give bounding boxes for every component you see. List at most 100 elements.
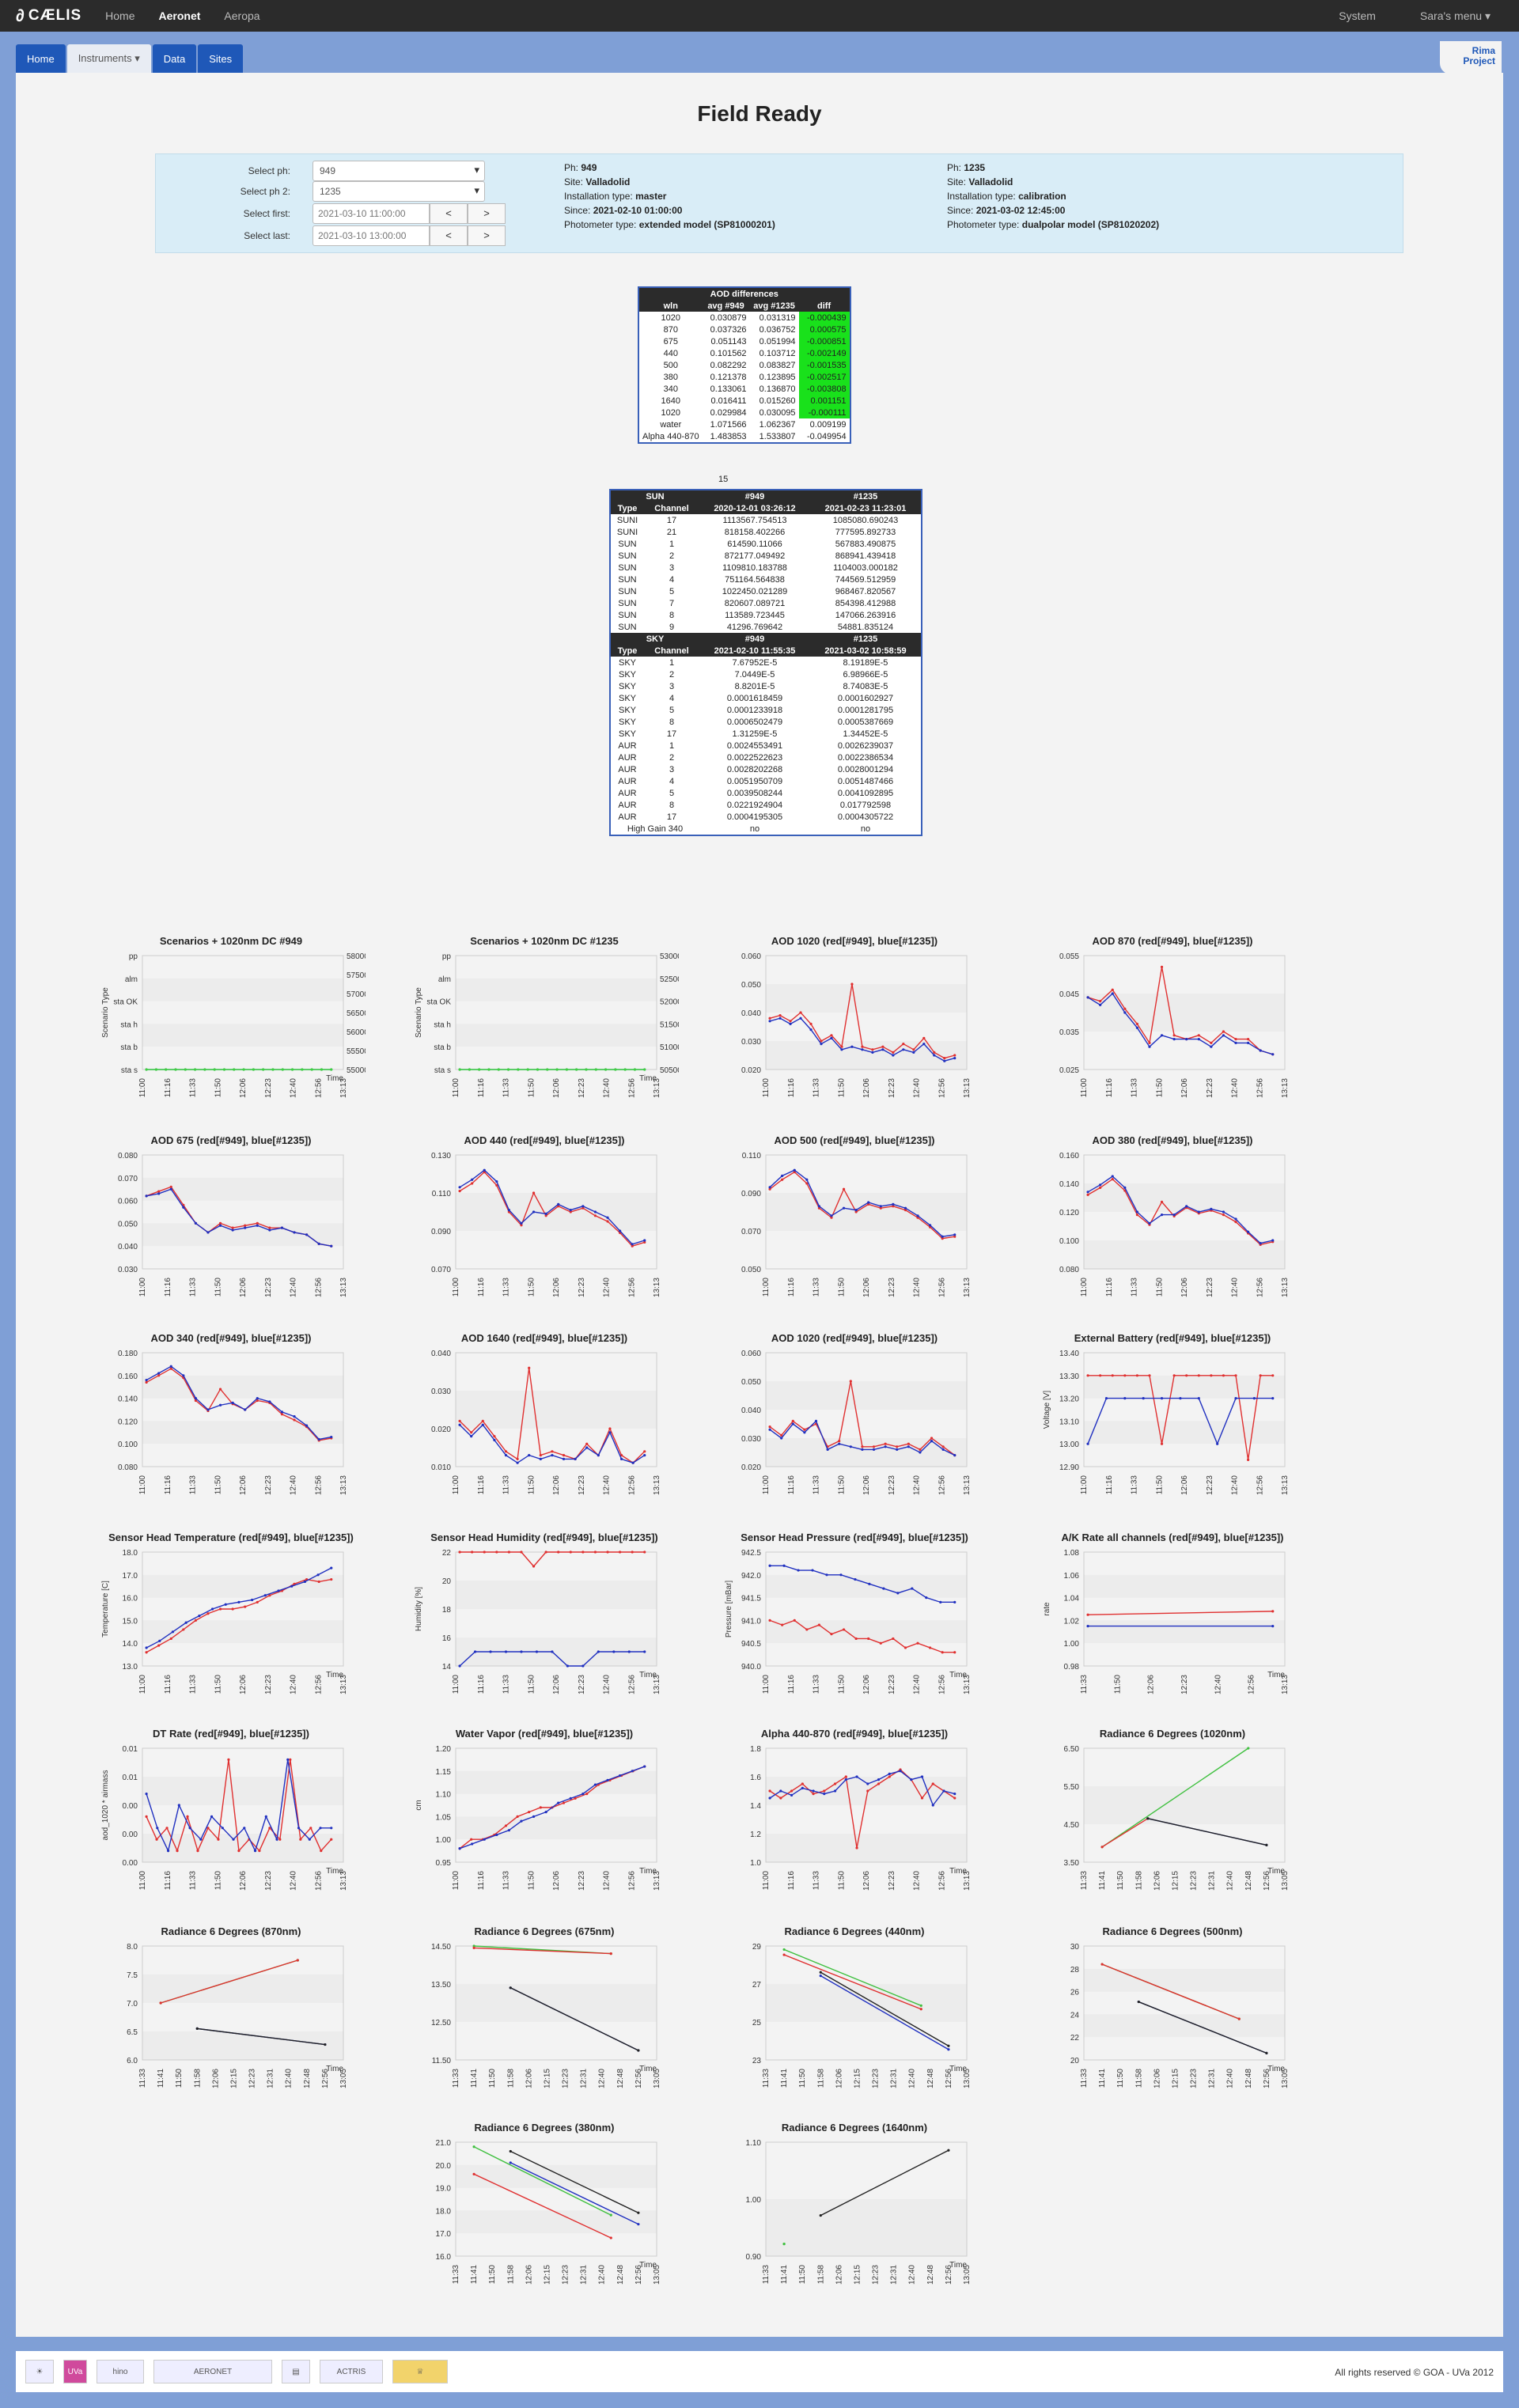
data-point — [929, 1224, 932, 1227]
y-tick-label: 20.0 — [436, 2162, 452, 2171]
data-point — [275, 1838, 278, 1841]
x-tick-label: 12:15 — [543, 2069, 551, 2088]
first-prev-button[interactable]: < — [430, 203, 468, 224]
aeronet-logo[interactable]: AERONET — [153, 2360, 272, 2383]
data-point — [643, 1450, 646, 1453]
table-row: AUR 17 0.0004195305 0.0004305722 — [611, 811, 921, 823]
y-tick-label: 0.060 — [118, 1198, 138, 1206]
table-cell: 17 — [666, 515, 677, 525]
first-next-button[interactable]: > — [468, 203, 506, 224]
tab-instruments[interactable]: Instruments ▾ — [66, 44, 151, 73]
x-axis-label: Time — [949, 1867, 967, 1876]
chart: Sensor Head Temperature (red[#949], blue… — [101, 1532, 354, 1694]
data-point — [169, 1367, 172, 1370]
uva-logo[interactable]: UVa — [63, 2360, 87, 2383]
rima-project-logo[interactable]: Rima Project — [1440, 41, 1502, 74]
chart: External Battery (red[#949], blue[#1235]… — [1043, 1332, 1290, 1495]
x-axis-label: Time — [1267, 2065, 1285, 2073]
nav-aeronet[interactable]: Aeronet — [158, 9, 201, 22]
data-point — [633, 1068, 637, 1071]
data-point — [528, 1366, 531, 1369]
series-line — [146, 1578, 331, 1653]
actris-logo[interactable]: ACTRIS — [320, 2360, 383, 2383]
x-tick-label: 11:00 — [452, 1675, 460, 1694]
data-point — [941, 1448, 945, 1451]
first-date-input[interactable]: 2021-03-10 11:00:00 — [313, 203, 430, 224]
partner-logo-2[interactable]: ▤ — [282, 2360, 310, 2383]
data-point — [866, 1782, 869, 1785]
hino-logo[interactable]: hino — [97, 2360, 144, 2383]
y-tick-label: 940.5 — [741, 1640, 761, 1649]
data-point — [643, 1239, 646, 1242]
ph2-select[interactable]: 1235 — [313, 181, 485, 202]
chart: DT Rate (red[#949], blue[#1235]) 0.01 0.01… — [101, 1728, 348, 1891]
table-cell: 0.0028001294 — [837, 764, 894, 774]
data-point — [819, 1974, 822, 1978]
x-tick-label: 13:13 — [339, 1078, 348, 1098]
data-point — [1111, 988, 1114, 991]
x-tick-label: 12:23 — [578, 1475, 586, 1495]
data-point — [293, 1418, 296, 1422]
y-axis-label: Scenario Type — [101, 987, 110, 1038]
tab-data[interactable]: Data — [152, 44, 197, 73]
data-point — [861, 1445, 864, 1448]
data-point — [879, 1206, 882, 1210]
table-cell: AUR — [618, 740, 637, 751]
table-cell: 870 — [663, 324, 678, 335]
data-point — [790, 1793, 794, 1797]
table-cell: 8 — [669, 610, 675, 620]
data-point — [154, 1068, 157, 1071]
chart-title: Scenarios + 1020nm DC #949 — [160, 935, 302, 947]
nav-system[interactable]: System — [1339, 9, 1376, 22]
data-point — [953, 1233, 956, 1236]
x-tick-label: 12:40 — [290, 1078, 298, 1098]
data-point — [778, 1014, 782, 1017]
data-point — [1247, 1041, 1250, 1044]
partner-logo[interactable]: ☀ — [25, 2360, 54, 2383]
data-point — [1111, 1175, 1114, 1178]
table-cell: 8.8201E-5 — [734, 681, 775, 691]
tab-sites[interactable]: Sites — [198, 44, 244, 73]
y-tick-label: 29 — [752, 1943, 762, 1952]
data-point — [330, 1244, 333, 1248]
data-point — [256, 1600, 259, 1603]
y2-tick-label: 565000 — [347, 1009, 366, 1018]
nav-home[interactable]: Home — [105, 9, 135, 22]
ph-select[interactable]: 949 — [313, 161, 485, 181]
data-point — [594, 1068, 597, 1071]
grid-band — [766, 1984, 967, 2022]
table-cell: AUR — [618, 788, 637, 798]
data-point — [1271, 1610, 1275, 1613]
y-tick-label: 13.20 — [1059, 1395, 1079, 1404]
last-prev-button[interactable]: < — [430, 225, 468, 246]
x-tick-label: 12:06 — [525, 2069, 533, 2088]
data-point — [206, 1827, 210, 1830]
last-next-button[interactable]: > — [468, 225, 506, 246]
nav-user-menu[interactable]: Sara's menu ▾ — [1419, 9, 1491, 22]
tab-home[interactable]: Home — [16, 44, 66, 73]
data-point — [256, 1221, 259, 1225]
caelis-logo[interactable]: ∂ CÆLIS — [16, 6, 82, 25]
data-point — [194, 1399, 197, 1403]
government-logo[interactable]: ♕ — [392, 2360, 448, 2383]
x-tick-label: 12:23 — [888, 1475, 896, 1495]
y-tick-label: 25 — [752, 2019, 762, 2027]
data-point — [922, 1043, 926, 1046]
x-tick-label: 12:56 — [321, 2069, 330, 2088]
x-tick-label: 12:40 — [913, 1871, 922, 1891]
data-point — [768, 1797, 771, 1800]
data-point — [1237, 2017, 1241, 2020]
data-point — [888, 1775, 891, 1778]
data-point — [1271, 1239, 1275, 1242]
data-point — [471, 1182, 474, 1185]
table-row: AUR 3 0.0028202268 0.0028001294 — [611, 763, 921, 775]
table-cell: 0.0026239037 — [837, 740, 894, 751]
data-point — [280, 1413, 284, 1416]
x-tick-label: 13:13 — [653, 1278, 661, 1297]
data-point — [779, 1797, 782, 1800]
x-tick-label: 12:56 — [1256, 1475, 1264, 1495]
nav-aeropa[interactable]: Aeropa — [224, 9, 260, 22]
series-line — [769, 1769, 956, 1849]
last-date-input[interactable]: 2021-03-10 13:00:00 — [313, 225, 430, 246]
chart-title: AOD 380 (red[#949], blue[#1235]) — [1092, 1134, 1252, 1146]
